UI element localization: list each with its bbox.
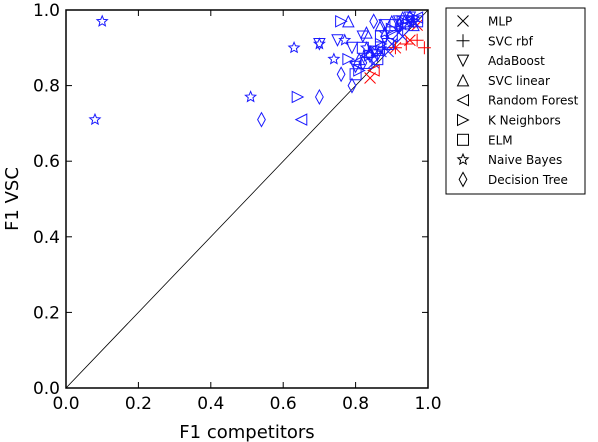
data-point bbox=[342, 52, 355, 66]
data-point bbox=[407, 14, 420, 27]
legend-marker bbox=[456, 54, 470, 68]
data-point bbox=[314, 88, 324, 105]
data-point bbox=[336, 66, 346, 83]
data-point bbox=[294, 113, 308, 126]
data-point bbox=[385, 14, 399, 28]
data-point bbox=[369, 13, 379, 30]
x-axis-title: F1 competitors bbox=[179, 422, 314, 442]
data-point bbox=[347, 77, 357, 94]
legend-marker bbox=[456, 93, 469, 107]
legend-label: ELM bbox=[488, 133, 513, 147]
legend-marker bbox=[456, 34, 470, 48]
x-tick-label: 1.0 bbox=[414, 394, 441, 414]
data-point bbox=[342, 14, 355, 28]
y-tick-label: 0.8 bbox=[33, 77, 60, 97]
x-tick-label: 0.4 bbox=[197, 394, 224, 414]
y-axis: 0.0 0.2 0.4 0.6 0.8 1.0 bbox=[33, 1, 428, 399]
legend-marker bbox=[457, 113, 470, 127]
data-points bbox=[88, 9, 431, 128]
data-point bbox=[417, 41, 431, 55]
legend-items: MLP SVC rbf AdaBoost SVC linear Random Fores… bbox=[456, 15, 579, 188]
legend-entry: K Neighbors bbox=[457, 113, 561, 128]
data-point bbox=[359, 40, 373, 54]
data-point bbox=[356, 41, 369, 54]
data-point bbox=[382, 38, 395, 51]
data-point bbox=[374, 37, 388, 51]
data-point bbox=[396, 18, 410, 31]
data-point bbox=[385, 22, 399, 36]
data-point bbox=[287, 40, 301, 54]
legend-entry: AdaBoost bbox=[456, 54, 545, 68]
data-point bbox=[331, 34, 344, 47]
data-point bbox=[378, 25, 392, 39]
legend-marker bbox=[456, 73, 470, 87]
legend-frame bbox=[445, 7, 586, 195]
data-point bbox=[356, 30, 370, 44]
legend-entry: Random Forest bbox=[456, 93, 579, 108]
x-tick-label: 0.8 bbox=[342, 394, 369, 414]
data-point bbox=[257, 111, 266, 128]
data-point bbox=[291, 90, 305, 104]
data-point bbox=[352, 52, 366, 66]
y-tick-label: 0.4 bbox=[33, 228, 60, 248]
data-point bbox=[327, 52, 341, 65]
data-point bbox=[367, 45, 381, 59]
data-point bbox=[364, 72, 376, 84]
data-point bbox=[385, 30, 398, 43]
legend-entry: Decision Tree bbox=[458, 171, 568, 188]
legend-entry: SVC rbf bbox=[456, 34, 534, 48]
legend-marker bbox=[458, 171, 468, 188]
data-point bbox=[388, 41, 402, 55]
data-point bbox=[353, 64, 366, 77]
data-point bbox=[244, 90, 258, 103]
legend-label: AdaBoost bbox=[488, 54, 545, 68]
legend-label: MLP bbox=[488, 15, 512, 29]
data-point bbox=[312, 37, 326, 50]
data-point bbox=[380, 28, 389, 45]
data-point bbox=[365, 47, 375, 64]
reference-line bbox=[65, 9, 429, 389]
series-star bbox=[88, 14, 420, 126]
legend-label: Random Forest bbox=[488, 94, 579, 108]
legend-marker bbox=[457, 15, 469, 27]
legend-label: K Neighbors bbox=[488, 114, 561, 128]
data-point bbox=[88, 112, 102, 126]
legend-entry: ELM bbox=[457, 133, 513, 147]
data-point bbox=[358, 54, 368, 71]
data-point bbox=[399, 37, 413, 51]
data-point bbox=[338, 33, 352, 46]
x-tick-label: 0.6 bbox=[270, 394, 297, 414]
legend-label: SVC rbf bbox=[488, 34, 534, 48]
series-diamond bbox=[257, 9, 415, 128]
data-point bbox=[367, 64, 380, 77]
legend-label: SVC linear bbox=[488, 74, 550, 88]
legend-marker bbox=[457, 133, 469, 146]
y-axis-title: F1 VSC bbox=[2, 167, 23, 231]
legend-label: Decision Tree bbox=[488, 173, 568, 187]
data-point bbox=[345, 41, 359, 55]
data-point bbox=[410, 33, 424, 47]
data-point bbox=[405, 9, 415, 26]
data-point bbox=[95, 14, 109, 27]
data-point bbox=[394, 17, 404, 34]
plot-area bbox=[65, 9, 431, 389]
data-point bbox=[335, 15, 348, 28]
legend-label: Naive Bayes bbox=[488, 153, 562, 167]
plot-frame bbox=[65, 9, 429, 389]
y-tick-label: 1.0 bbox=[33, 1, 60, 21]
x-axis: 0.0 0.2 0.4 0.6 0.8 1.0 bbox=[52, 10, 442, 414]
legend-entry: MLP bbox=[457, 15, 512, 29]
y-tick-label: 0.2 bbox=[33, 303, 60, 323]
legend-entry: SVC linear bbox=[456, 73, 550, 88]
legend: MLP SVC rbf AdaBoost SVC linear Random Fores… bbox=[445, 7, 586, 195]
y-tick-label: 0.6 bbox=[33, 152, 60, 172]
legend-marker bbox=[456, 152, 470, 166]
y-tick-label: 0.0 bbox=[33, 379, 60, 399]
legend-entry: Naive Bayes bbox=[456, 152, 562, 167]
x-tick-label: 0.0 bbox=[52, 394, 79, 414]
data-point bbox=[360, 26, 373, 39]
data-point bbox=[349, 68, 362, 81]
x-tick-label: 0.2 bbox=[125, 394, 152, 414]
